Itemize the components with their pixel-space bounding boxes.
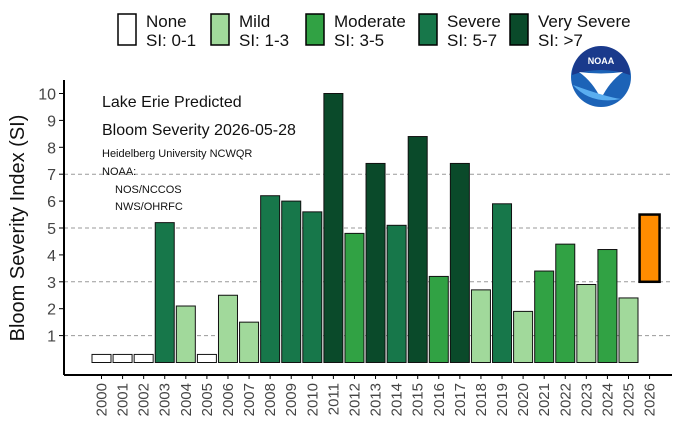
bar-2015 — [407, 136, 428, 363]
legend-swatch — [117, 13, 137, 46]
bar-2009 — [281, 200, 302, 363]
y-tick-label: 8 — [47, 140, 56, 157]
bar-2003 — [154, 222, 175, 363]
noaa-logo-icon: NOAA — [571, 46, 631, 107]
y-tick-label: 7 — [47, 167, 56, 184]
x-tick-label: 2025 — [621, 383, 638, 416]
x-tick-label: 2013 — [368, 383, 385, 416]
bar-2000 — [91, 353, 112, 363]
y-tick-label: 1 — [47, 329, 56, 346]
y-tick-label: 2 — [47, 302, 56, 319]
x-tick-label: 2009 — [283, 383, 300, 416]
legend-range: SI: 3-5 — [334, 31, 384, 50]
legend-range: SI: >7 — [538, 31, 583, 50]
bar-2022 — [555, 243, 576, 363]
x-tick-label: 2019 — [494, 383, 511, 416]
bar-2025 — [618, 297, 639, 363]
x-tick-label: 2001 — [115, 383, 132, 416]
x-tick-label: 2011 — [325, 383, 342, 415]
legend-range: SI: 0-1 — [146, 31, 196, 50]
x-tick-label: 2021 — [536, 383, 553, 416]
y-tick-label: 5 — [47, 221, 56, 238]
x-tick-label: 2020 — [515, 383, 532, 416]
bar-2021 — [534, 270, 555, 364]
legend-swatch — [509, 13, 529, 46]
bar-2012 — [344, 232, 365, 363]
logo-text: NOAA — [588, 56, 615, 66]
bar-2018 — [470, 289, 491, 363]
x-tick-label: 2004 — [178, 383, 195, 416]
x-tick-label: 2003 — [157, 383, 174, 416]
x-tick-label: 2007 — [241, 383, 258, 416]
x-tick-label: 2005 — [199, 383, 216, 416]
bar-2017 — [449, 162, 470, 363]
legend-range: SI: 5-7 — [447, 31, 497, 50]
x-tick-label: 2023 — [578, 383, 595, 416]
bar-2007 — [239, 321, 260, 363]
bar-2004 — [175, 305, 196, 364]
bar-2024 — [597, 249, 618, 364]
x-tick-label: 2006 — [220, 383, 237, 416]
y-tick-label: 9 — [47, 113, 56, 130]
x-tick-label: 2012 — [346, 383, 363, 416]
x-tick-label: 2015 — [410, 383, 427, 416]
credit-line: NOS/NCCOS — [115, 184, 182, 196]
y-tick-label: 3 — [47, 275, 56, 292]
x-tick-label: 2017 — [452, 383, 469, 416]
x-tick-label: 2016 — [431, 383, 448, 416]
logo-top — [572, 46, 630, 75]
x-tick-label: 2024 — [599, 383, 616, 416]
bar-2019 — [492, 203, 513, 363]
bar-2010 — [302, 211, 323, 363]
x-tick-label: 2018 — [473, 383, 490, 416]
bar-2014 — [386, 224, 407, 363]
bar-2023 — [576, 283, 597, 363]
legend-swatch — [418, 13, 438, 46]
legend-label: Very Severe — [538, 12, 631, 31]
bar-2001 — [112, 353, 133, 363]
bar-2013 — [365, 162, 386, 363]
x-tick-label: 2002 — [136, 383, 153, 416]
credit-line: NWS/OHRFC — [115, 201, 183, 213]
x-tick-label: 2010 — [304, 383, 321, 416]
x-tick-label: 2014 — [389, 383, 406, 416]
y-tick-label: 4 — [47, 248, 56, 265]
legend-label: Mild — [239, 12, 270, 31]
chart-annotation-title: Lake Erie Predicted — [102, 94, 242, 111]
x-tick-label: 2022 — [557, 383, 574, 416]
bar-2006 — [217, 294, 238, 363]
legend-swatch — [210, 13, 230, 46]
legend-swatch — [305, 13, 325, 46]
legend-label: None — [146, 12, 187, 31]
bar-2011 — [323, 93, 344, 363]
x-tick-label: 2008 — [262, 383, 279, 416]
bar-2016 — [428, 275, 449, 364]
logo-gull — [579, 72, 623, 99]
y-axis-title: Bloom Severity Index (SI) — [7, 115, 29, 342]
bar-2020 — [513, 310, 534, 364]
credit-line: NOAA: — [102, 166, 136, 178]
legend-label: Severe — [447, 12, 501, 31]
forecast-bar-2026 — [638, 213, 661, 284]
y-tick-label: 6 — [47, 194, 56, 211]
legend-range: SI: 1-3 — [239, 31, 289, 50]
chart-annotation-date: Bloom Severity 2026-05-28 — [102, 122, 296, 139]
bar-2005 — [196, 353, 217, 363]
x-tick-label: 2000 — [94, 383, 111, 416]
logo-wave — [573, 85, 621, 101]
x-tick-label: 2026 — [642, 383, 659, 416]
bar-2002 — [133, 353, 154, 363]
credit-line: Heidelberg University NCWQR — [102, 148, 252, 160]
y-tick-label: 10 — [38, 87, 56, 104]
bar-2008 — [260, 195, 281, 363]
legend-label: Moderate — [334, 12, 406, 31]
